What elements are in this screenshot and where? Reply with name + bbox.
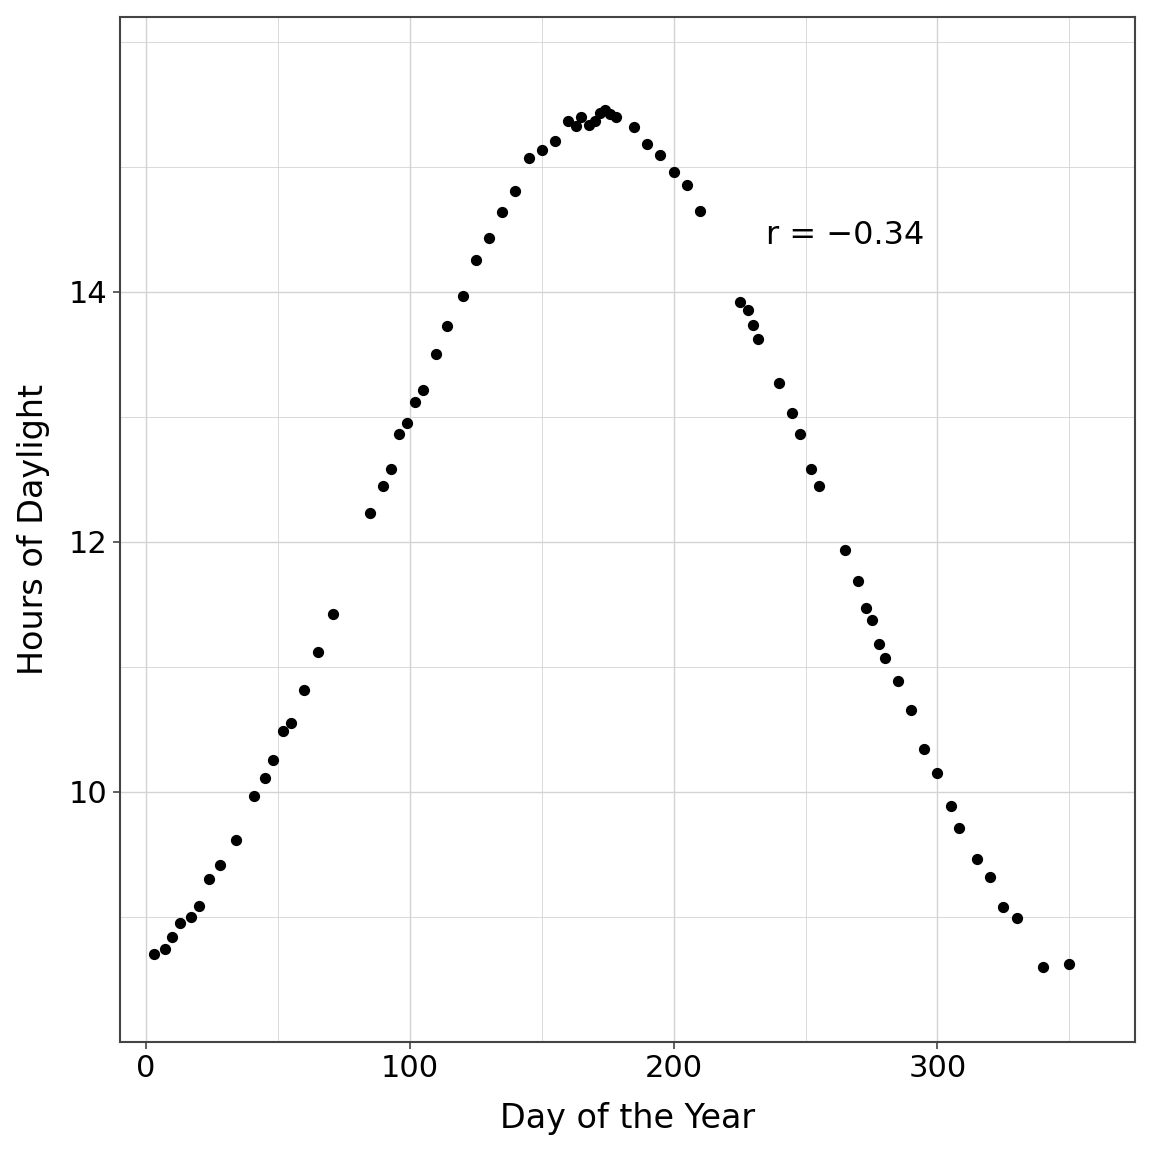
Point <box>467 251 485 270</box>
Point <box>870 635 888 653</box>
Point <box>454 287 472 305</box>
Point <box>391 425 409 444</box>
Point <box>929 764 947 782</box>
Point <box>968 850 986 869</box>
Point <box>211 856 229 874</box>
Point <box>994 897 1013 916</box>
Point <box>438 317 456 335</box>
Point <box>156 939 174 957</box>
Point <box>546 131 564 150</box>
Point <box>770 373 788 392</box>
Point <box>749 329 767 348</box>
Point <box>982 869 1000 887</box>
Point <box>172 914 190 932</box>
Point <box>406 393 424 411</box>
Point <box>596 101 614 120</box>
Point <box>730 293 749 311</box>
Point <box>651 146 669 165</box>
Point <box>915 740 933 758</box>
Point <box>888 672 907 690</box>
Point <box>164 927 182 946</box>
Point <box>506 182 524 200</box>
Point <box>264 750 282 768</box>
Point <box>783 404 802 423</box>
Point <box>427 344 446 363</box>
Point <box>677 175 696 194</box>
Point <box>361 505 379 523</box>
Point <box>573 107 591 126</box>
Point <box>857 599 876 617</box>
Point <box>309 643 327 661</box>
Point <box>836 541 855 560</box>
Point <box>374 477 393 495</box>
Point <box>591 104 609 122</box>
Point <box>567 118 585 136</box>
Point <box>902 700 920 719</box>
Point <box>743 316 761 334</box>
Point <box>414 381 432 400</box>
Point <box>382 460 401 478</box>
Point <box>691 202 710 220</box>
Point <box>949 818 968 836</box>
Point <box>282 714 301 733</box>
Point <box>559 112 577 130</box>
Point <box>606 107 624 126</box>
Point <box>665 162 683 181</box>
Point <box>585 112 604 130</box>
Point <box>190 896 209 915</box>
Point <box>324 605 342 623</box>
Point <box>532 141 551 159</box>
Point <box>200 870 219 888</box>
Point <box>624 119 643 137</box>
Point <box>227 831 245 849</box>
Point <box>791 424 810 442</box>
Y-axis label: Hours of Daylight: Hours of Daylight <box>16 384 50 675</box>
Point <box>802 460 820 478</box>
X-axis label: Day of the Year: Day of the Year <box>500 1102 755 1136</box>
Point <box>738 301 757 319</box>
Point <box>941 796 960 814</box>
Text: r = −0.34: r = −0.34 <box>766 220 924 251</box>
Point <box>849 571 867 590</box>
Point <box>274 722 293 741</box>
Point <box>876 649 894 667</box>
Point <box>397 414 416 432</box>
Point <box>245 787 264 805</box>
Point <box>1060 955 1078 973</box>
Point <box>479 229 498 248</box>
Point <box>295 681 313 699</box>
Point <box>1033 957 1052 976</box>
Point <box>520 149 538 167</box>
Point <box>493 203 511 221</box>
Point <box>638 135 657 153</box>
Point <box>863 611 881 629</box>
Point <box>579 115 598 134</box>
Point <box>810 477 828 495</box>
Point <box>256 768 274 787</box>
Point <box>145 946 164 964</box>
Point <box>1007 908 1025 926</box>
Point <box>182 908 200 926</box>
Point <box>601 105 620 123</box>
